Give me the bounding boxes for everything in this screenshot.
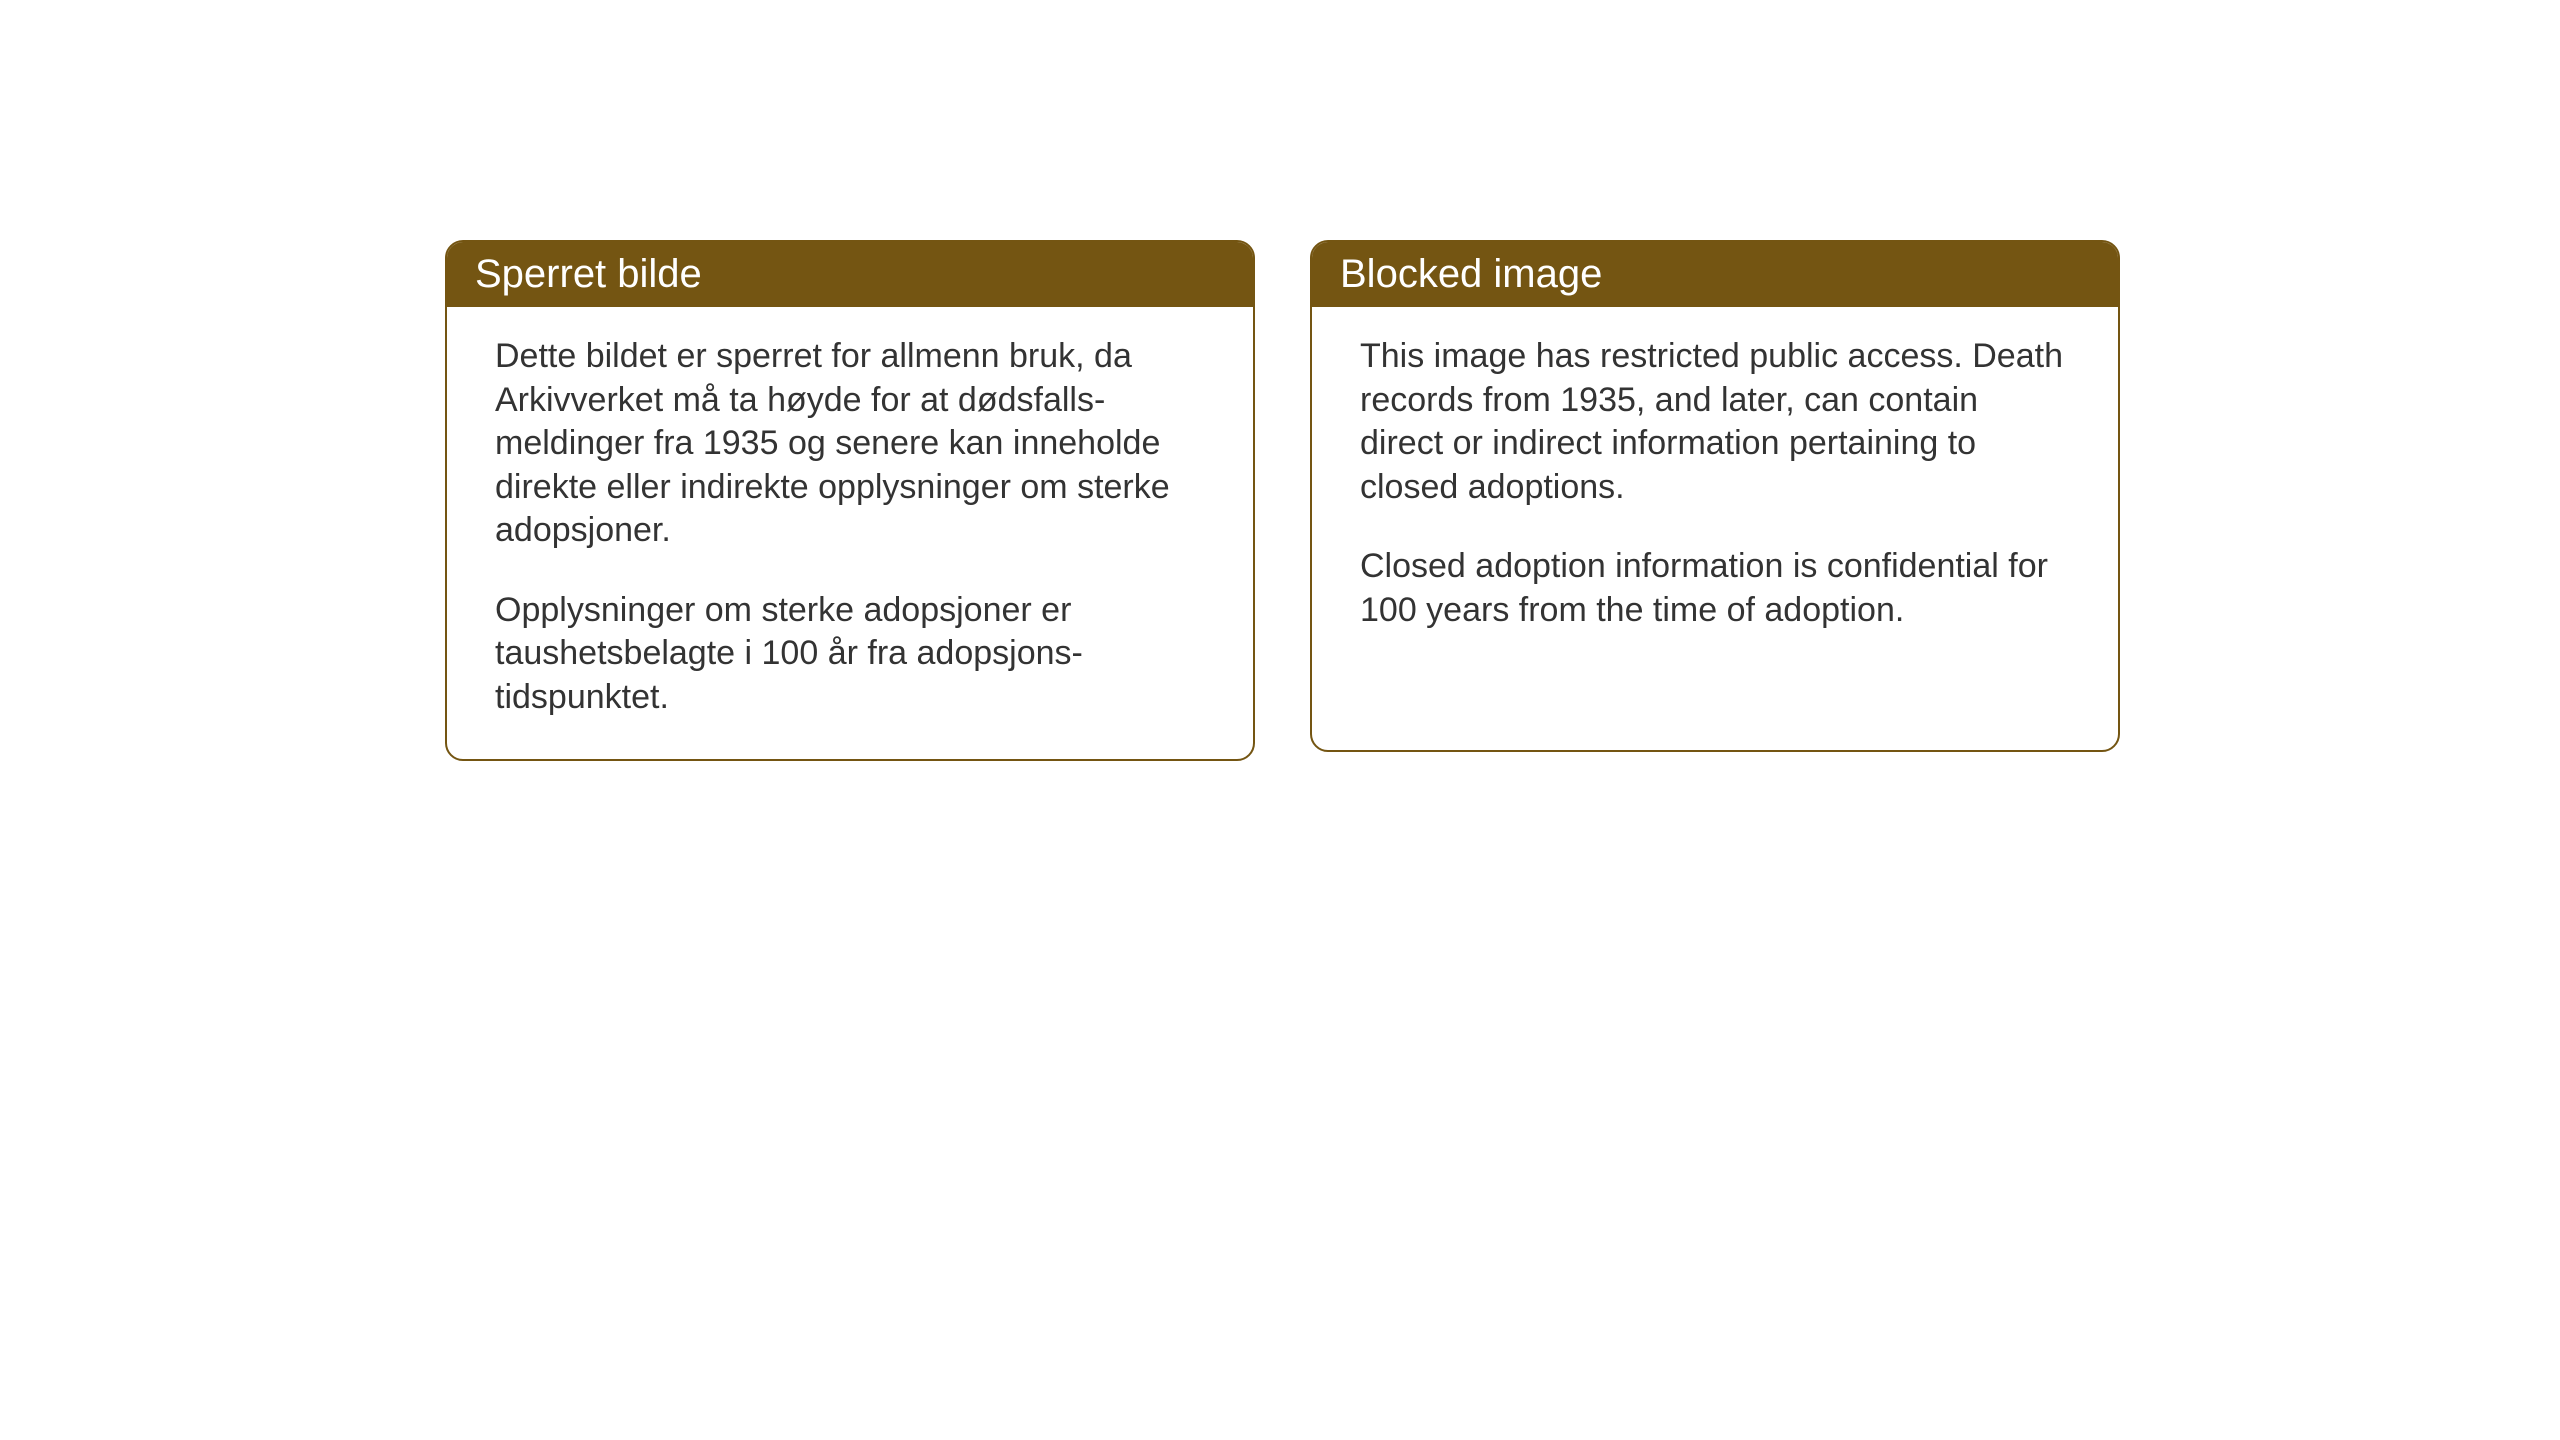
card-english: Blocked image This image has restricted … — [1310, 240, 2120, 752]
card-norwegian: Sperret bilde Dette bildet er sperret fo… — [445, 240, 1255, 761]
card-paragraph-2-norwegian: Opplysninger om sterke adopsjoner er tau… — [495, 589, 1205, 720]
card-paragraph-2-english: Closed adoption information is confident… — [1360, 545, 2070, 632]
cards-container: Sperret bilde Dette bildet er sperret fo… — [445, 240, 2120, 761]
card-header-norwegian: Sperret bilde — [447, 242, 1253, 307]
card-paragraph-1-norwegian: Dette bildet er sperret for allmenn bruk… — [495, 335, 1205, 553]
card-body-norwegian: Dette bildet er sperret for allmenn bruk… — [447, 307, 1253, 759]
card-header-english: Blocked image — [1312, 242, 2118, 307]
card-paragraph-1-english: This image has restricted public access.… — [1360, 335, 2070, 509]
card-title-english: Blocked image — [1340, 252, 1602, 296]
card-body-english: This image has restricted public access.… — [1312, 307, 2118, 672]
card-title-norwegian: Sperret bilde — [475, 252, 702, 296]
